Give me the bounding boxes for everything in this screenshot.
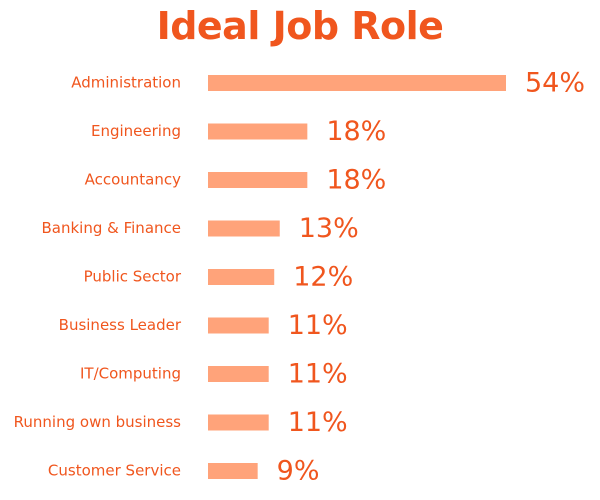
bar-running-own-business	[208, 414, 269, 431]
category-label-administration: Administration	[71, 74, 181, 92]
category-label-engineering: Engineering	[91, 122, 181, 140]
value-label-administration: 54%	[525, 68, 585, 99]
value-label-public-sector: 12%	[293, 262, 353, 293]
value-label-banking-finance: 13%	[299, 213, 359, 244]
value-label-customer-service: 9%	[277, 456, 320, 487]
bar-customer-service	[208, 463, 258, 479]
category-label-banking-finance: Banking & Finance	[42, 219, 182, 237]
bar-administration	[208, 75, 506, 91]
chart-title: Ideal Job Role	[156, 4, 444, 48]
category-label-it-computing: IT/Computing	[80, 365, 181, 383]
category-label-customer-service: Customer Service	[48, 462, 181, 480]
value-label-business-leader: 11%	[288, 310, 348, 341]
value-label-running-own-business: 11%	[288, 407, 348, 438]
bar-engineering	[208, 123, 308, 140]
value-label-engineering: 18%	[326, 116, 386, 147]
bar-accountancy	[208, 172, 308, 188]
category-label-business-leader: Business Leader	[59, 316, 182, 334]
bar-business-leader	[208, 317, 269, 334]
category-label-public-sector: Public Sector	[84, 268, 182, 286]
value-label-accountancy: 18%	[326, 165, 386, 196]
bar-public-sector	[208, 269, 275, 285]
category-label-accountancy: Accountancy	[85, 171, 182, 189]
bar-banking-finance	[208, 220, 280, 237]
category-label-running-own-business: Running own business	[14, 413, 182, 431]
value-label-it-computing: 11%	[288, 359, 348, 390]
bar-it-computing	[208, 366, 269, 382]
